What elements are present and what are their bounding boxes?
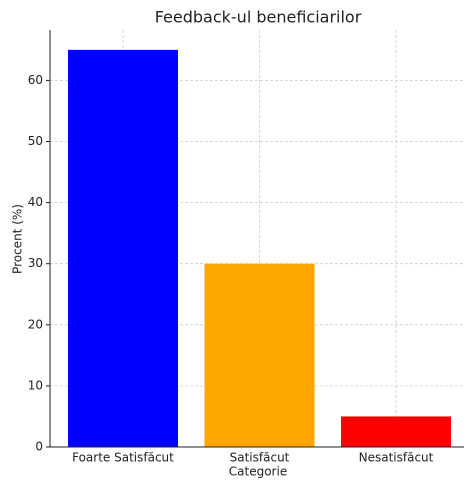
- y-tick-label: 20: [28, 317, 43, 331]
- bar: [204, 263, 315, 447]
- bar: [341, 416, 451, 447]
- y-axis-label: Procent (%): [11, 204, 25, 274]
- y-tick-label: 40: [28, 195, 43, 209]
- y-tick-label: 50: [28, 134, 43, 148]
- y-tick-label: 60: [28, 73, 43, 87]
- x-tick-label: Foarte Satisfăcut: [72, 451, 174, 465]
- chart-title: Feedback-ul beneficiarilor: [155, 8, 362, 27]
- x-axis-label: Categorie: [229, 465, 287, 479]
- x-tick-label: Nesatisfăcut: [359, 451, 434, 465]
- bar: [68, 49, 178, 447]
- x-tick-label: Satisfăcut: [230, 451, 290, 465]
- y-tick-label: 30: [28, 256, 43, 270]
- y-tick-label: 10: [28, 378, 43, 392]
- y-tick-label: 0: [35, 440, 43, 454]
